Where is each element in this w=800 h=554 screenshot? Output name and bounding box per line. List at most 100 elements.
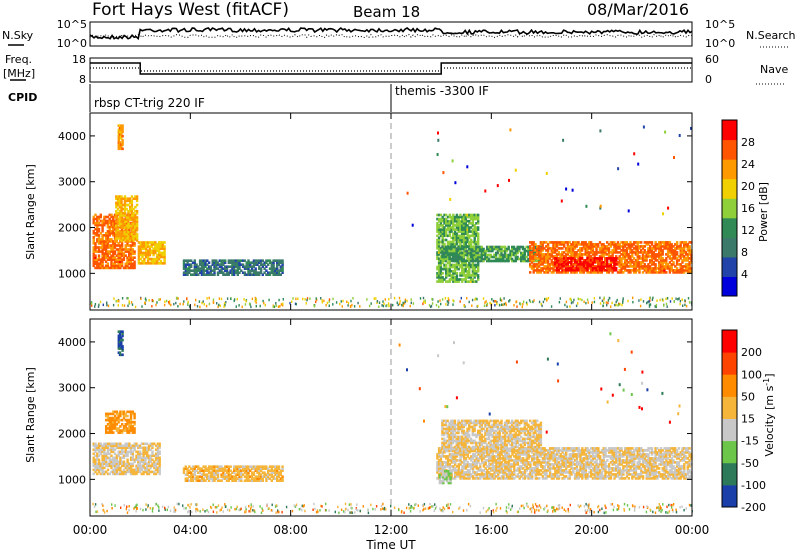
heatmap-cell-5 (457, 251, 460, 254)
ground-scatter-cell (452, 299, 454, 302)
heatmap-cell-7 (607, 253, 611, 256)
heatmap-cell-6 (443, 251, 446, 255)
ground-scatter-cell (655, 303, 658, 307)
heatmap-cell-7 (589, 255, 593, 258)
heatmap-cell-1 (133, 427, 136, 430)
heatmap-cell-5 (439, 267, 443, 271)
heatmap-cell-3 (193, 473, 196, 476)
heatmap-cell-7 (611, 253, 614, 256)
ground-scatter-cell (158, 298, 160, 301)
heatmap-cell-3 (220, 479, 223, 482)
ground-scatter-cell (376, 301, 378, 304)
heatmap-cell-3 (163, 241, 166, 244)
heatmap-cell-0 (146, 466, 149, 470)
heatmap-cell-5 (466, 274, 469, 277)
ground-scatter-cell (106, 301, 108, 304)
heatmap-cell-3 (154, 249, 157, 253)
heatmap-cell-7 (552, 265, 555, 268)
heatmap-cell-5 (457, 230, 460, 233)
heatmap-cell-0 (99, 444, 102, 448)
heatmap-cell-0 (142, 470, 145, 474)
heatmap-cell-0 (113, 256, 117, 259)
ground-scatter-cell (163, 303, 166, 307)
heatmap-cell-0 (92, 264, 95, 268)
heatmap-cell-5 (477, 263, 480, 267)
heatmap-cell-6 (505, 259, 509, 263)
heatmap-cell-0 (106, 234, 110, 237)
heatmap-cell-1 (115, 416, 119, 420)
heatmap-cell-5 (473, 274, 476, 277)
heatmap-cell-6 (505, 257, 509, 261)
heatmap-cell-0 (126, 460, 129, 464)
heatmap-cell-7 (629, 257, 632, 260)
heatmap-cell-4 (182, 265, 186, 268)
heatmap-cell-0 (110, 266, 113, 270)
heatmap-cell-3 (270, 479, 273, 482)
heatmap-cell-7 (532, 267, 535, 270)
heatmap-cell-7 (598, 247, 602, 250)
heatmap-cell-3 (276, 469, 279, 472)
heatmap-cell-7 (638, 267, 641, 270)
heatmap-cell-4 (250, 261, 254, 264)
heatmap-cell-7 (686, 249, 689, 252)
power-ylabel: Slant Range [km] (24, 164, 37, 260)
heatmap-cell-7 (588, 251, 591, 254)
heatmap-cell-0 (101, 264, 104, 268)
heatmap-cell-7 (546, 259, 550, 262)
heatmap-cell-7 (534, 265, 537, 268)
heatmap-cell-6 (451, 259, 455, 263)
heatmap-cell-7 (688, 269, 691, 272)
heatmap-cell-8 (613, 259, 616, 262)
heatmap-cell-7 (616, 263, 620, 266)
ground-scatter-cell (128, 302, 131, 305)
heatmap-cell-1 (112, 418, 115, 422)
heatmap-cell-7 (589, 241, 593, 244)
heatmap-cell-1 (123, 232, 127, 236)
heatmap-cell-7 (645, 255, 648, 258)
heatmap-cell-6 (493, 253, 496, 257)
heatmap-cell-7 (593, 245, 596, 248)
heatmap-cell-7 (623, 243, 627, 246)
heatmap-cell-0 (120, 262, 124, 266)
heatmap-cell-7 (539, 251, 543, 254)
heatmap-cell-0 (156, 448, 160, 452)
heatmap-cell-7 (668, 243, 672, 246)
heatmap-cell-3 (229, 465, 232, 468)
heatmap-cell-8 (586, 264, 589, 268)
heatmap-cell-1 (108, 423, 111, 426)
ground-scatter-cell (316, 298, 318, 302)
heatmap-cell-3 (272, 465, 275, 468)
heatmap-cell-1 (123, 239, 127, 242)
heatmap-cell-7 (679, 247, 682, 250)
heatmap-cell-7 (634, 247, 638, 250)
heatmap-cell-5 (455, 242, 459, 246)
heatmap-cell-5 (437, 228, 441, 231)
heatmap-cell-4 (437, 455, 441, 458)
heatmap-cell-7 (564, 249, 568, 252)
heatmap-cell-3 (202, 465, 205, 468)
heatmap-cell-6 (450, 245, 453, 249)
heatmap-cell-0 (122, 256, 126, 259)
heatmap-cell-1 (110, 423, 113, 426)
heatmap-cell-0 (112, 262, 115, 266)
heatmap-cell-0 (122, 472, 126, 476)
heatmap-cell-0 (99, 232, 102, 235)
heatmap-cell-0 (120, 242, 124, 245)
heatmap-cell-0 (92, 229, 95, 233)
heatmap-cell-1 (125, 207, 128, 211)
heatmap-cell-0 (96, 444, 99, 448)
heatmap-cell-6 (494, 259, 498, 263)
heatmap-cell-0 (108, 244, 111, 247)
heatmap-cell-6 (478, 245, 482, 249)
heatmap-cell-3 (265, 477, 268, 480)
heatmap-cell-7 (550, 271, 553, 274)
heatmap-cell-7 (613, 245, 616, 248)
heatmap-cell-7 (561, 261, 564, 264)
heatmap-cell-4 (261, 259, 264, 262)
heatmap-cell-4 (234, 263, 238, 266)
heatmap-cell-4 (436, 461, 439, 464)
heatmap-cell-7 (597, 243, 600, 246)
heatmap-cell-7 (600, 251, 603, 254)
heatmap-cell-0 (92, 248, 95, 251)
ground-scatter-cell (144, 297, 147, 300)
